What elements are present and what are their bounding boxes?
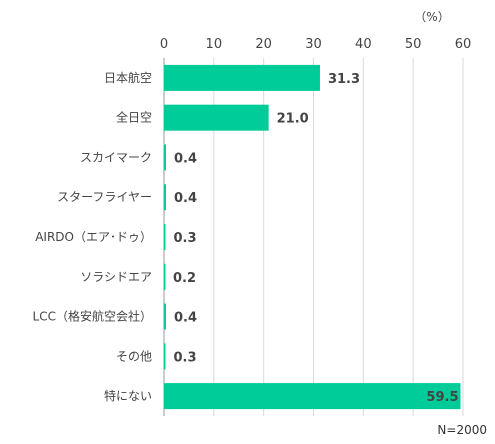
value-label: 0.2	[173, 271, 196, 286]
x-tick-label: 30	[305, 37, 322, 52]
bar	[164, 263, 166, 290]
category-label: 全日空	[116, 110, 152, 125]
unit-label: （%）	[414, 10, 449, 24]
x-tick-label: 0	[160, 37, 168, 52]
bar	[164, 104, 269, 131]
x-tick-label: 10	[206, 37, 223, 52]
category-label: 特にない	[104, 388, 152, 403]
value-labels: 31.3 21.0 0.4 0.4 0.3 0.2 0.4 0.3 59.5	[173, 72, 459, 405]
bar	[164, 343, 166, 370]
bar	[164, 224, 166, 250]
x-tick-label: 20	[255, 37, 272, 52]
value-label: 0.3	[173, 350, 196, 365]
x-tick-label: 60	[455, 37, 472, 52]
value-label: 59.5	[426, 390, 458, 405]
value-label: 0.4	[174, 191, 197, 206]
bar	[164, 144, 166, 171]
bars	[164, 64, 461, 410]
category-label: LCC（格安航空会社）	[33, 309, 152, 324]
value-label: 31.3	[328, 72, 360, 87]
category-label: スカイマーク	[80, 150, 152, 164]
value-label: 0.4	[174, 151, 197, 166]
bar	[164, 383, 461, 410]
x-axis-ticks: 0 10 20 30 40 50 60	[160, 37, 471, 52]
category-label: ソラシドエア	[80, 270, 152, 284]
x-tick-label: 50	[405, 37, 422, 52]
bar	[164, 64, 320, 91]
value-label: 21.0	[277, 112, 309, 127]
sample-size-note: N=2000	[437, 423, 487, 437]
value-label: 0.4	[174, 311, 197, 326]
bar	[164, 184, 166, 211]
value-label: 0.3	[173, 231, 196, 246]
category-label: その他	[116, 349, 152, 363]
category-label: 日本航空	[104, 70, 152, 85]
bar	[164, 303, 166, 330]
category-label: AIRDO（エア･ドゥ）	[35, 230, 152, 244]
category-label: スターフライヤー	[57, 190, 152, 204]
x-tick-label: 40	[355, 37, 372, 52]
